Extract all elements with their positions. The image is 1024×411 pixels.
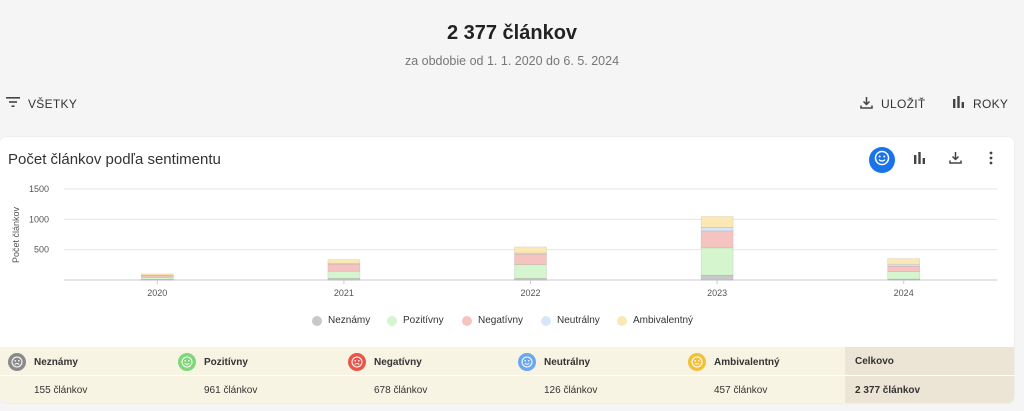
summary-label: Pozitívny xyxy=(204,356,248,368)
filter-label: VŠETKY xyxy=(28,96,78,111)
x-tick-label: 2022 xyxy=(520,288,540,298)
summary-value: 457 článkov xyxy=(714,385,768,396)
filter-icon xyxy=(6,96,20,111)
chart-download-button[interactable] xyxy=(942,147,968,173)
legend-label: Neznámy xyxy=(328,315,371,326)
y-tick-label: 500 xyxy=(34,245,49,255)
more-vert-icon xyxy=(989,151,993,170)
summary-label: Neutrálny xyxy=(544,356,591,368)
summary-header: Neutrálny xyxy=(518,353,590,371)
y-tick-label: 1000 xyxy=(29,214,49,224)
bar-segment xyxy=(327,270,361,279)
download-icon xyxy=(860,96,873,112)
page-header: 2 377 článkov za obdobie od 1. 1. 2020 d… xyxy=(0,0,1024,90)
card-title: Počet článkov podľa sentimentu xyxy=(8,151,221,168)
sentiment-face-icon xyxy=(874,150,890,171)
summary-value: 961 článkov xyxy=(204,385,258,396)
filter-button[interactable]: VŠETKY xyxy=(6,96,77,111)
sad-face-icon xyxy=(8,353,26,371)
bar-segment xyxy=(327,259,361,264)
bar-segment xyxy=(700,247,734,276)
summary-total-value: 2 377 článkov xyxy=(855,385,921,396)
x-tick-label: 2024 xyxy=(894,288,914,298)
summary-divider xyxy=(0,375,1014,376)
x-tick-label: 2021 xyxy=(334,288,354,298)
more-options-button[interactable] xyxy=(978,147,1004,173)
summary-header: Celkovo xyxy=(855,353,894,371)
bar-segment xyxy=(700,274,734,281)
bar-chart-icon xyxy=(913,151,926,169)
y-tick-label: 1500 xyxy=(29,184,49,194)
bar-segment xyxy=(141,273,174,276)
save-button[interactable]: ULOŽIŤ xyxy=(860,96,925,112)
legend-dot xyxy=(387,315,397,326)
legend-label: Negatívny xyxy=(478,315,524,326)
y-axis-label: Počet článkov xyxy=(11,206,21,263)
summary-total-label: Celkovo xyxy=(855,356,894,367)
legend-dot xyxy=(541,315,551,326)
legend-label: Ambivalentný xyxy=(633,315,694,326)
bar-segment xyxy=(700,216,734,228)
save-label: ULOŽIŤ xyxy=(881,97,926,111)
legend-item-negativny[interactable]: Negatívny xyxy=(462,315,523,326)
bar-segment xyxy=(514,264,547,279)
bar-segment xyxy=(514,246,547,254)
summary-value: 126 článkov xyxy=(544,385,598,396)
download-icon xyxy=(948,151,962,169)
sad-face-icon xyxy=(348,353,366,371)
bar-segment xyxy=(327,263,361,272)
bar-segment xyxy=(141,276,174,280)
page-title: 2 377 článkov xyxy=(446,22,578,44)
x-tick-label: 2023 xyxy=(707,288,727,298)
legend-item-ambivalentny[interactable]: Ambivalentný xyxy=(617,315,693,326)
legend-item-neutralny[interactable]: Neutrálny xyxy=(541,315,600,326)
bar-segment xyxy=(514,253,547,265)
years-label: ROKY xyxy=(973,96,1009,111)
summary-header: Negatívny xyxy=(348,353,422,371)
legend-item-pozitivny[interactable]: Pozitívny xyxy=(387,315,444,326)
chart-type-button[interactable] xyxy=(906,147,932,173)
summary-label: Negatívny xyxy=(374,356,422,368)
summary-header: Ambivalentný xyxy=(688,353,780,371)
summary-header: Pozitívny xyxy=(178,353,248,371)
sentiment-toggle-button[interactable] xyxy=(869,147,895,173)
sentiment-card: Počet článkov podľa sentimentu Počet člá… xyxy=(0,137,1014,403)
summary-value: 678 článkov xyxy=(374,385,428,396)
x-tick-label: 2020 xyxy=(147,288,167,298)
legend-label: Neutrálny xyxy=(557,315,600,326)
bar-segment xyxy=(887,258,921,265)
bar-segment xyxy=(887,271,921,280)
bar-segment xyxy=(700,227,734,232)
legend-dot xyxy=(617,315,627,326)
legend-dot xyxy=(462,315,472,326)
legend-dot xyxy=(312,315,322,326)
summary-header: Neznámy xyxy=(8,353,78,371)
sentiment-summary: Neznámy 155 článkov Pozitívny 961 článko… xyxy=(0,347,1014,403)
bar-segment xyxy=(700,230,734,249)
summary-label: Ambivalentný xyxy=(714,356,780,368)
legend-label: Pozitívny xyxy=(403,315,444,326)
neutral-face-icon xyxy=(688,353,706,371)
happy-face-icon xyxy=(178,353,196,371)
summary-label: Neznámy xyxy=(34,356,78,368)
years-button[interactable]: ROKY xyxy=(952,96,1008,111)
happy-face-icon xyxy=(518,353,536,371)
sentiment-bar-chart: Počet článkov 1500 1000 500 2020 2021 2022 202… xyxy=(11,184,997,298)
date-range-subtitle: za obdobie od 1. 1. 2020 do 6. 5. 2024 xyxy=(404,54,620,68)
legend-item-neznamy[interactable]: Neznámy xyxy=(312,315,370,326)
bar-chart-icon xyxy=(952,96,965,111)
bar-segment xyxy=(887,265,921,272)
summary-value: 155 článkov xyxy=(34,385,88,396)
